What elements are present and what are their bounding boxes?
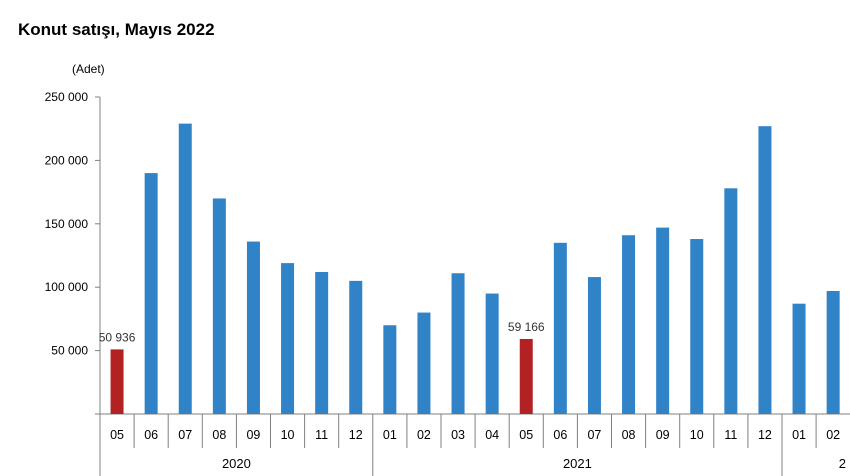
x-tick-label: 07	[587, 428, 601, 442]
x-tick-label: 05	[519, 428, 533, 442]
x-tick-label: 05	[110, 428, 124, 442]
bar	[792, 303, 806, 414]
chart-title: Konut satışı, Mayıs 2022	[18, 20, 215, 39]
bar	[417, 312, 431, 414]
x-tick-label: 09	[656, 428, 670, 442]
x-tick-label: 07	[178, 428, 192, 442]
bar	[656, 227, 670, 414]
bar	[144, 173, 158, 414]
x-tick-label: 08	[622, 428, 636, 442]
bar	[178, 123, 192, 415]
y-tick-label: 200 000	[45, 153, 89, 167]
x-tick-label: 12	[758, 428, 772, 442]
x-tick-label: 08	[212, 428, 226, 442]
x-tick-label: 01	[383, 428, 397, 442]
x-tick-label: 09	[246, 428, 260, 442]
bar	[485, 293, 499, 414]
data-label: 59 166	[508, 320, 545, 334]
y-tick-label: 250 000	[45, 90, 89, 104]
year-label: 2021	[563, 456, 592, 471]
x-tick-label: 10	[281, 428, 295, 442]
x-tick-label: 04	[485, 428, 499, 442]
x-tick-label: 11	[724, 428, 737, 442]
bar	[383, 325, 397, 414]
highlighted-bar	[519, 338, 533, 414]
bar	[281, 263, 295, 414]
x-tick-label: 11	[315, 428, 328, 442]
bar	[587, 277, 601, 414]
x-tick-label: 03	[451, 428, 465, 442]
year-label: 2020	[222, 456, 251, 471]
bar	[826, 291, 840, 414]
bar	[724, 188, 738, 414]
bar	[315, 271, 329, 414]
x-tick-label: 06	[144, 428, 158, 442]
x-tick-label: 01	[792, 428, 806, 442]
bar	[451, 273, 465, 414]
bar	[758, 126, 772, 414]
x-tick-label: 02	[826, 428, 840, 442]
x-tick-label: 06	[553, 428, 567, 442]
y-tick-label: 100 000	[45, 280, 89, 294]
data-label: 50 936	[99, 330, 136, 344]
x-tick-label: 02	[417, 428, 431, 442]
bar	[622, 235, 636, 414]
x-tick-label: 10	[690, 428, 704, 442]
bar	[246, 241, 260, 414]
year-label: 2	[839, 456, 846, 471]
bar	[553, 242, 567, 414]
x-tick-label: 12	[349, 428, 363, 442]
highlighted-bar	[110, 349, 124, 414]
bar	[349, 280, 363, 414]
bar	[212, 198, 226, 414]
y-tick-label: 50 000	[51, 344, 88, 358]
unit-label: (Adet)	[72, 62, 105, 76]
y-tick-label: 150 000	[45, 217, 89, 231]
bar	[690, 239, 704, 414]
